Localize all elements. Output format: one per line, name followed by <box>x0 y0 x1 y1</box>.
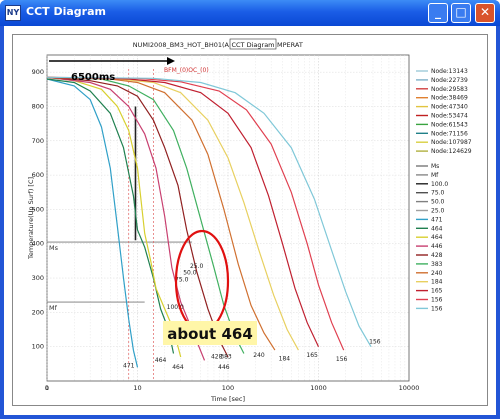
x-tick-labels: 01 10 100 1000 10000 <box>45 384 419 392</box>
cct-chart[interactable]: NUMI2008_BM3_HOT_BH01(A CCT Diagram MPER… <box>13 35 487 405</box>
legend-label: 471 <box>431 216 443 223</box>
legend-label: 464 <box>431 234 443 241</box>
legend-label: Node:124629 <box>431 148 472 155</box>
window-title: CCT Diagram <box>26 5 106 18</box>
percent-label: 100.0 <box>167 304 184 311</box>
x-tick-label: 0 <box>45 384 49 392</box>
legend-label: 383 <box>431 261 443 268</box>
end-label: 165 <box>306 352 318 359</box>
series-line <box>46 76 182 358</box>
chart-title-box <box>229 38 277 50</box>
legend-label: Node:47340 <box>431 104 468 111</box>
x-tick-label: 1000 <box>310 384 327 392</box>
percent-label: 50.0 <box>183 270 197 277</box>
title-bar[interactable]: NY CCT Diagram _ □ ✕ <box>0 0 500 26</box>
legend-box <box>413 65 483 312</box>
legend-label: 165 <box>431 288 443 295</box>
end-label: 446 <box>218 364 230 371</box>
app-icon: NY <box>5 5 21 21</box>
series-line <box>46 76 276 351</box>
chart-client-area: NUMI2008_BM3_HOT_BH01(A CCT Diagram MPER… <box>4 26 496 415</box>
grid-layer <box>46 55 409 381</box>
end-label: 471 <box>123 362 135 369</box>
series-layer <box>46 76 372 368</box>
legend-label: 156 <box>431 305 443 312</box>
series-line <box>46 76 345 351</box>
series-line <box>46 76 245 354</box>
y-tick-label: 700 <box>32 137 44 145</box>
legend-label: Node:61543 <box>431 121 468 128</box>
legend-label: 240 <box>431 270 443 277</box>
series-line <box>46 76 372 348</box>
y-tick-label: 600 <box>32 171 44 179</box>
y-tick-labels: 100 200 300 400 500 600 700 800 900 <box>32 68 44 351</box>
y-tick-label: 900 <box>32 68 44 76</box>
chart-title-center: CCT Diagram <box>231 41 274 49</box>
minimize-button[interactable]: _ <box>428 3 448 23</box>
legend-label: Node:71156 <box>431 130 468 137</box>
phase-annotation: BFM_(0)OC_(0) <box>164 67 209 74</box>
legend-label: 446 <box>431 243 443 250</box>
end-label: 383 <box>220 354 232 361</box>
end-label: 156 <box>336 356 348 363</box>
legend-label: Ms <box>431 163 439 170</box>
close-button[interactable]: ✕ <box>475 3 495 23</box>
time-annotation: 6500ms <box>71 72 115 83</box>
legend-label: 100.0 <box>431 181 448 188</box>
y-tick-label: 300 <box>32 274 44 282</box>
legend-label: 25.0 <box>431 208 445 215</box>
legend-label: 184 <box>431 279 443 286</box>
callout-box <box>163 321 257 345</box>
chart-title-left: NUMI2008_BM3_HOT_BH01(A <box>133 41 230 49</box>
y-tick-label: 500 <box>32 205 44 213</box>
end-label: 156 <box>369 338 381 345</box>
series-line <box>46 78 139 368</box>
x-tick-label: 1 <box>45 384 49 392</box>
legend-label: Node:22739 <box>431 77 468 84</box>
end-label: 428 <box>211 354 223 361</box>
y-tick-label: 200 <box>32 308 44 316</box>
x-tick-label: 10000 <box>399 384 420 392</box>
chart-title-right: MPERAT <box>277 41 303 49</box>
y-axis-label: Temperature(Up Surf) [C] <box>27 177 35 260</box>
legend-label: Node:29583 <box>431 86 468 93</box>
end-label: 464 <box>172 364 184 371</box>
y-tick-label: 800 <box>32 102 44 110</box>
callout-text: about 464 <box>167 325 253 343</box>
time-arrow-head <box>167 57 175 65</box>
legend-label: 156 <box>431 297 443 304</box>
percent-label: 25.0 <box>190 263 204 270</box>
legend-label: Node:53474 <box>431 113 468 120</box>
mf-label: Mf <box>49 304 58 312</box>
legend-label: 75.0 <box>431 190 445 197</box>
chart-frame: NUMI2008_BM3_HOT_BH01(A CCT Diagram MPER… <box>12 34 488 406</box>
legend-label: Node:107987 <box>431 139 472 146</box>
series-line <box>46 76 320 347</box>
legend-label: 464 <box>431 225 443 232</box>
percent-labels: 25.050.075.0 100.0 <box>167 263 204 311</box>
series-line <box>46 76 229 358</box>
end-label: 464 <box>155 357 167 364</box>
end-label: 240 <box>253 352 265 359</box>
series-line <box>46 78 175 354</box>
ms-label: Ms <box>49 244 59 252</box>
percent-label: 75.0 <box>175 276 189 283</box>
legend-label: 428 <box>431 252 443 259</box>
series-line <box>46 76 206 361</box>
y-tick-label: 100 <box>32 343 44 351</box>
y-tick-label: 400 <box>32 240 44 248</box>
legend: Node:13143 Node:22739 Node:29583 Node:38469… <box>413 65 483 312</box>
legend-label: Node:38469 <box>431 95 468 102</box>
x-axis-label: Time [sec] <box>210 395 245 403</box>
series-line <box>46 76 299 351</box>
maximize-button[interactable]: □ <box>451 3 471 23</box>
x-tick-label: 100 <box>222 384 234 392</box>
x-tick-label: 10 <box>133 384 141 392</box>
end-label: 184 <box>279 355 291 362</box>
legend-label: Mf <box>431 172 439 179</box>
legend-label: Node:13143 <box>431 68 468 75</box>
legend-label: 50.0 <box>431 199 445 206</box>
